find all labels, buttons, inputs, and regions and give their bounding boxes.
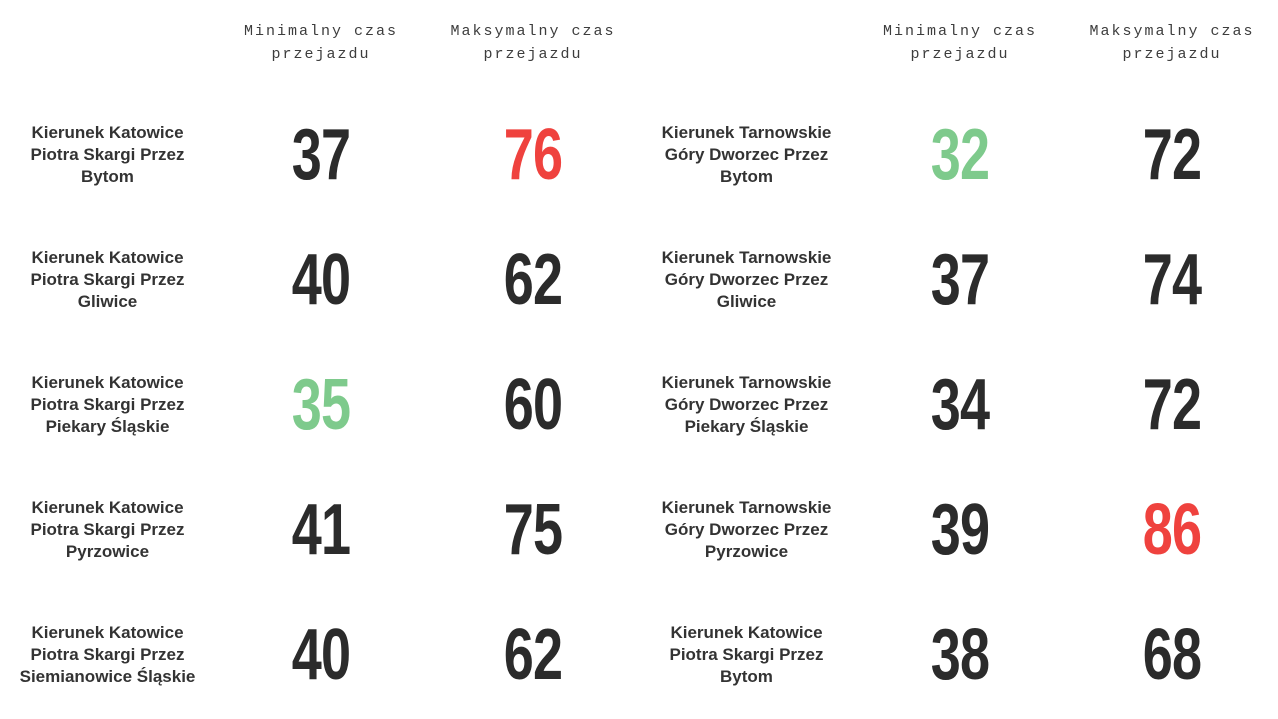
stat-min-value: 32	[930, 114, 990, 195]
panel-group-left: Minimalny czas przejazdu Maksymalny czas…	[0, 0, 639, 717]
stat-min-value: 41	[291, 489, 351, 570]
stat-min-value: 37	[291, 114, 351, 195]
column-header-min-right: Minimalny czas przejazdu	[882, 23, 1038, 63]
stat-min-value: 40	[291, 614, 351, 695]
stat-max-value: 76	[503, 114, 563, 195]
stat-min: 34	[854, 342, 1066, 467]
stat-max-value: 74	[1142, 239, 1202, 320]
stat-min-value: 35	[291, 364, 351, 445]
stat-max: 72	[1066, 92, 1278, 217]
stat-max: 60	[427, 342, 639, 467]
row-label: Kierunek Tarnowskie Góry Dworzec Przez G…	[661, 247, 832, 311]
stat-max-value: 68	[1142, 614, 1202, 695]
stat-min: 41	[215, 467, 427, 592]
stat-max-value: 62	[503, 614, 563, 695]
row-label: Kierunek Katowice Piotra Skargi Przez Gl…	[30, 247, 185, 311]
header-spacer	[639, 0, 854, 92]
stat-max: 62	[427, 592, 639, 717]
column-header-max-left: Maksymalny czas przejazdu	[450, 23, 616, 63]
stat-max: 62	[427, 217, 639, 342]
row-label: Kierunek Katowice Piotra Skargi Przez Si…	[19, 622, 196, 686]
column-header-max-right: Maksymalny czas przejazdu	[1089, 23, 1255, 63]
column-header-min-left: Minimalny czas przejazdu	[243, 23, 399, 63]
row-label: Kierunek Tarnowskie Góry Dworzec Przez B…	[661, 122, 832, 186]
header-spacer	[0, 0, 215, 92]
stat-max-value: 72	[1142, 114, 1202, 195]
stat-max: 75	[427, 467, 639, 592]
stat-min: 38	[854, 592, 1066, 717]
row-label: Kierunek Tarnowskie Góry Dworzec Przez P…	[661, 497, 832, 561]
row-label: Kierunek Tarnowskie Góry Dworzec Przez P…	[661, 372, 832, 436]
stat-min: 40	[215, 217, 427, 342]
row-label: Kierunek Katowice Piotra Skargi Przez Py…	[30, 497, 185, 561]
stat-max-value: 62	[503, 239, 563, 320]
stat-min-value: 40	[291, 239, 351, 320]
stat-max: 76	[427, 92, 639, 217]
stat-max-value: 75	[503, 489, 563, 570]
stat-min: 40	[215, 592, 427, 717]
stat-grid-left: Minimalny czas przejazdu Maksymalny czas…	[0, 0, 639, 717]
stat-max: 74	[1066, 217, 1278, 342]
stat-min: 37	[854, 217, 1066, 342]
stat-min-value: 38	[930, 614, 990, 695]
stat-grid-right: Minimalny czas przejazdu Maksymalny czas…	[639, 0, 1278, 717]
row-label: Kierunek Katowice Piotra Skargi Przez By…	[669, 622, 824, 686]
row-label: Kierunek Katowice Piotra Skargi Przez By…	[30, 122, 185, 186]
stat-min-value: 37	[930, 239, 990, 320]
stat-min-value: 39	[930, 489, 990, 570]
stat-max-value: 60	[503, 364, 563, 445]
stat-min: 39	[854, 467, 1066, 592]
stat-max: 72	[1066, 342, 1278, 467]
stat-min: 32	[854, 92, 1066, 217]
row-label: Kierunek Katowice Piotra Skargi Przez Pi…	[30, 372, 185, 436]
stat-max-value: 72	[1142, 364, 1202, 445]
stat-max: 86	[1066, 467, 1278, 592]
stat-max-value: 86	[1142, 489, 1202, 570]
stat-min-value: 34	[930, 364, 990, 445]
stat-min: 37	[215, 92, 427, 217]
stat-min: 35	[215, 342, 427, 467]
panel-group-right: Minimalny czas przejazdu Maksymalny czas…	[639, 0, 1278, 719]
stat-max: 68	[1066, 592, 1278, 717]
